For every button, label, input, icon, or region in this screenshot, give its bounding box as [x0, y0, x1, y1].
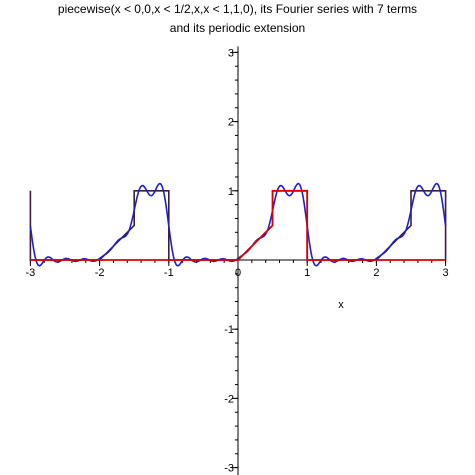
y-tick-label: -1: [224, 324, 234, 336]
fourier-series-line: [29, 182, 447, 267]
x-tick-label: 2: [373, 267, 379, 279]
x-tick-label: 3: [443, 267, 449, 279]
x-axis-label: x: [338, 299, 344, 311]
x-tick-label: -1: [164, 267, 174, 279]
y-tick-label: -3: [224, 463, 234, 475]
y-tick-label: 1: [228, 186, 234, 198]
ticks: -3 -2 -1 0 1 2 3 -3 -2 -1 1 2 3: [26, 47, 449, 474]
x-tick-label: 0: [235, 267, 241, 279]
y-tick-label: 2: [228, 117, 234, 129]
x-tick-label: -2: [95, 267, 105, 279]
y-tick-label: 3: [228, 47, 234, 59]
y-tick-label: -2: [224, 393, 234, 405]
x-tick-label: 1: [304, 267, 310, 279]
chart-title-line-2: and its periodic extension: [169, 21, 306, 35]
curves: [29, 182, 447, 267]
x-tick-label: -3: [26, 267, 36, 279]
chart-title-line-1: piecewise(x < 0,0,x < 1/2,x,x < 1,1,0), …: [57, 2, 418, 16]
original-function-line: [30, 189, 446, 261]
